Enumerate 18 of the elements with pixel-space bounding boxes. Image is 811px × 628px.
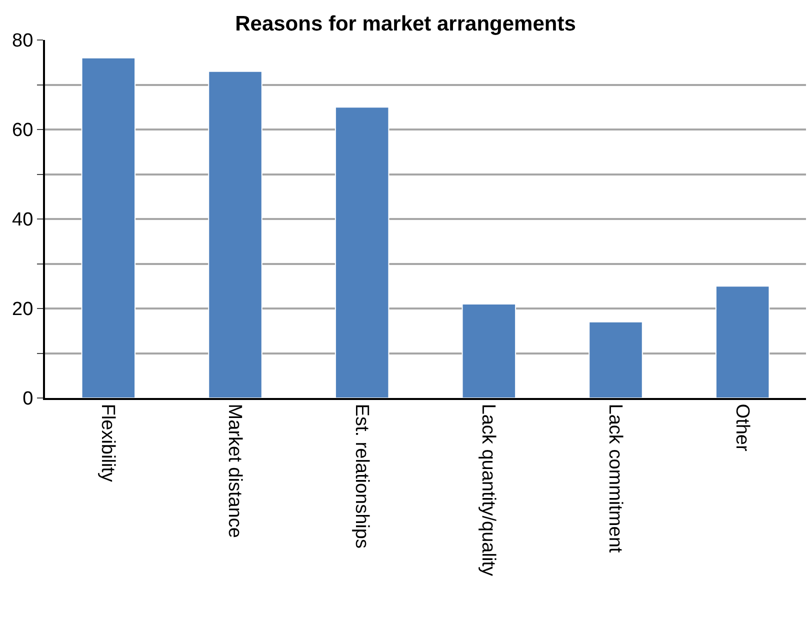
x-tick-label: Est. relationships	[350, 404, 372, 548]
bar	[588, 321, 643, 398]
bar	[81, 57, 136, 398]
y-tick-label: 20	[12, 299, 34, 320]
bar	[715, 286, 770, 398]
y-tick-label: 80	[12, 30, 34, 52]
x-tick-label: Other	[731, 404, 752, 452]
y-tick-label: 40	[12, 210, 34, 231]
x-tick-label: Flexibility	[97, 404, 118, 482]
x-tick-label: Lack commitment	[604, 404, 626, 554]
bar	[208, 70, 262, 398]
y-tick-label: 60	[12, 120, 34, 142]
y-tick-label: 0	[22, 388, 34, 410]
bar	[334, 106, 390, 398]
x-tick-label: Lack quantity/quality	[478, 404, 499, 576]
x-tick-label: Market distance	[224, 404, 246, 538]
bar	[462, 304, 516, 398]
chart-title: Reasons for market arrangements	[235, 12, 576, 36]
